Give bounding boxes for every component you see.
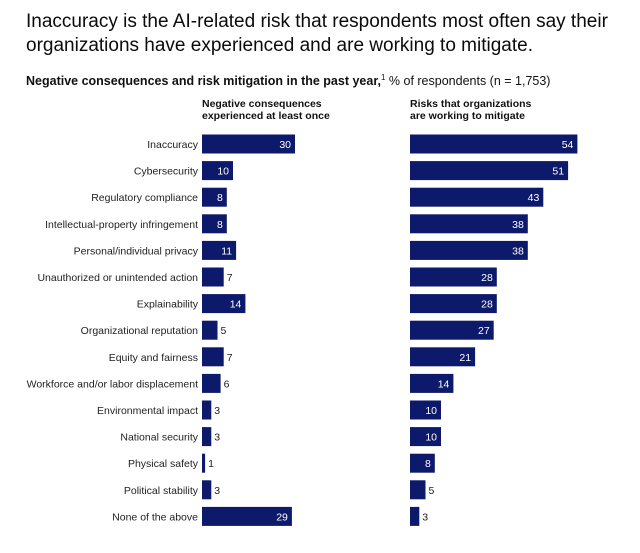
category-label: Physical safety xyxy=(128,458,199,470)
value-label-series-1: 5 xyxy=(221,325,227,337)
bar-series-1 xyxy=(202,480,212,500)
category-label: Organizational reputation xyxy=(81,325,198,337)
value-label-series-2: 28 xyxy=(481,299,493,311)
chart-subtitle: Negative consequences and risk mitigatio… xyxy=(26,70,626,89)
bar-series-1 xyxy=(202,427,212,447)
category-label: None of the above xyxy=(112,511,198,523)
value-label-series-1: 1 xyxy=(208,458,214,470)
category-label: Environmental impact xyxy=(97,405,198,417)
value-label-series-1: 3 xyxy=(214,432,220,444)
value-label-series-1: 11 xyxy=(221,245,232,257)
value-label-series-2: 14 xyxy=(438,378,450,390)
value-label-series-1: 29 xyxy=(276,511,288,523)
category-label: Explainability xyxy=(137,299,199,311)
value-label-series-1: 7 xyxy=(227,272,233,284)
category-label: Intellectual-property infringement xyxy=(45,219,198,231)
subtitle-footnote: 1 xyxy=(380,73,386,82)
value-label-series-1: 10 xyxy=(217,166,229,178)
bar-series-1 xyxy=(202,187,227,207)
value-label-series-2: 27 xyxy=(478,325,490,337)
bar-series-2 xyxy=(410,400,441,420)
bar-series-1 xyxy=(202,320,218,340)
subtitle-bold: Negative consequences and risk mitigatio… xyxy=(26,74,381,89)
category-label: Unauthorized or unintended action xyxy=(37,272,198,284)
bar-series-1 xyxy=(202,294,246,314)
series-2-title-line-2: are working to mitigate xyxy=(410,110,525,122)
value-label-series-2: 54 xyxy=(562,139,574,151)
value-label-series-2: 38 xyxy=(512,219,524,231)
value-label-series-2: 43 xyxy=(528,192,540,204)
value-label-series-1: 7 xyxy=(227,352,233,364)
value-label-series-1: 3 xyxy=(214,405,220,417)
series-1-title-line-1: Negative consequences xyxy=(202,98,322,110)
bar-series-1 xyxy=(202,453,206,473)
bar-series-1 xyxy=(202,506,292,526)
value-label-series-2: 3 xyxy=(422,511,428,523)
value-label-series-2: 5 xyxy=(429,485,435,497)
bar-series-1 xyxy=(202,400,212,420)
series-2-title-line-1: Risks that organizations xyxy=(410,98,532,110)
value-label-series-2: 51 xyxy=(552,166,564,178)
value-label-series-2: 8 xyxy=(425,458,431,470)
bar-series-1 xyxy=(202,134,295,154)
bar-series-1 xyxy=(202,347,224,367)
value-label-series-2: 21 xyxy=(459,352,471,364)
bar-series-1 xyxy=(202,267,224,287)
value-label-series-2: 10 xyxy=(425,405,437,417)
bar-series-1 xyxy=(202,240,237,260)
value-label-series-1: 14 xyxy=(230,299,242,311)
value-label-series-1: 30 xyxy=(279,139,291,151)
bar-series-2 xyxy=(410,480,426,500)
bar-series-2 xyxy=(410,294,497,314)
category-label: Workforce and/or labor displacement xyxy=(27,378,198,390)
category-label: Cybersecurity xyxy=(134,166,199,178)
bar-series-2 xyxy=(410,427,441,447)
bar-series-2 xyxy=(410,214,528,234)
subtitle-rest: % of respondents (n = 1,753) xyxy=(385,74,551,89)
value-label-series-1: 6 xyxy=(224,378,230,390)
bar-series-2 xyxy=(410,453,435,473)
value-label-series-2: 38 xyxy=(512,245,524,257)
bar-series-2 xyxy=(410,373,454,393)
bar-series-2 xyxy=(410,506,420,526)
category-label: Political stability xyxy=(124,485,199,497)
value-label-series-1: 8 xyxy=(217,192,223,204)
bar-series-2 xyxy=(410,240,528,260)
series-1-title-line-2: experienced at least once xyxy=(202,110,330,122)
bar-series-1 xyxy=(202,373,221,393)
category-label: Equity and fairness xyxy=(109,352,198,364)
category-label: National security xyxy=(120,432,198,444)
bar-series-1 xyxy=(202,161,233,181)
bar-series-2 xyxy=(410,134,578,154)
bar-series-2 xyxy=(410,267,497,287)
value-label-series-2: 10 xyxy=(425,432,437,444)
value-label-series-1: 3 xyxy=(214,485,220,497)
value-label-series-2: 28 xyxy=(481,272,493,284)
chart-title: Inaccuracy is the AI-related risk that r… xyxy=(26,11,608,56)
category-label: Regulatory compliance xyxy=(91,192,198,204)
bar-series-2 xyxy=(410,320,494,340)
value-label-series-1: 8 xyxy=(217,219,223,231)
category-label: Personal/individual privacy xyxy=(74,245,199,257)
category-label: Inaccuracy xyxy=(147,139,199,151)
bar-series-2 xyxy=(410,161,569,181)
bar-series-1 xyxy=(202,214,227,234)
bar-series-2 xyxy=(410,347,476,367)
bar-series-2 xyxy=(410,187,544,207)
